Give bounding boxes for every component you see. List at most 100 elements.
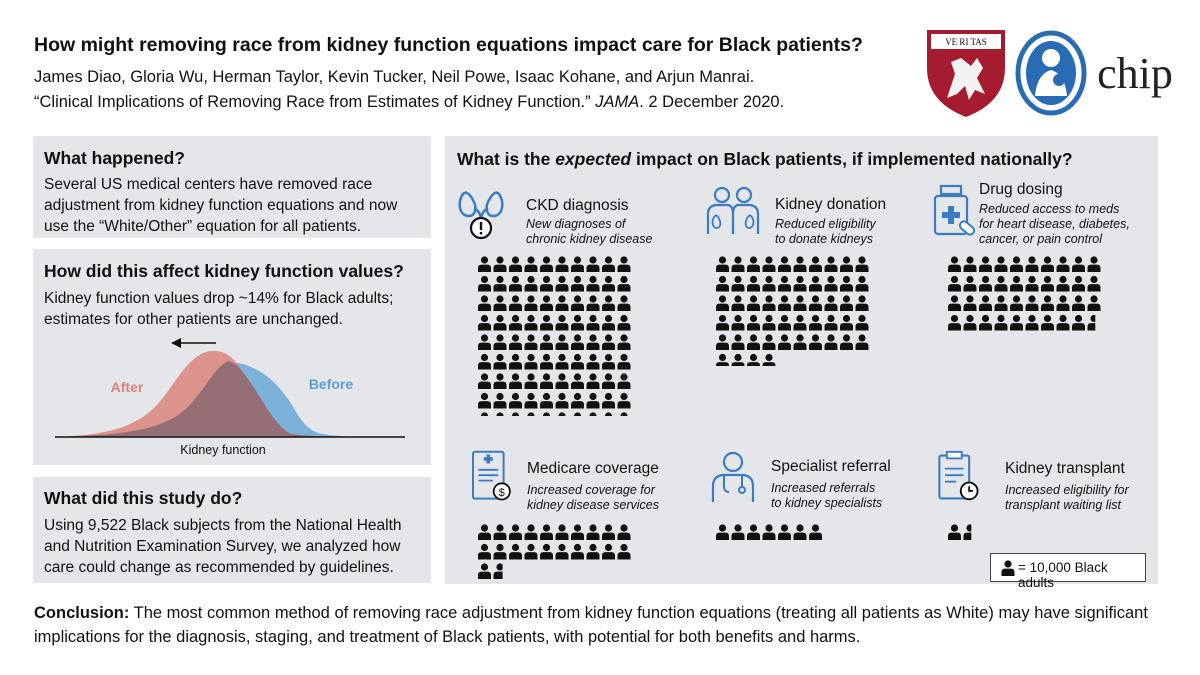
impact-desc-donation: Reduced eligibility to donate kidneys xyxy=(775,217,876,247)
person-icon xyxy=(855,314,869,331)
person-icon xyxy=(855,295,869,311)
person-icon xyxy=(555,353,569,370)
person-icon xyxy=(571,524,584,540)
person-icon xyxy=(747,295,760,311)
impact-heading: What is the expected impact on Black pat… xyxy=(457,149,1073,170)
person-icon xyxy=(1041,295,1054,311)
person-icon xyxy=(555,314,569,331)
chip-logo-text: chip xyxy=(1097,49,1173,98)
veritas-text: VE RI TAS xyxy=(945,37,987,47)
person-icon xyxy=(478,256,491,272)
person-icon xyxy=(1087,275,1101,292)
person-icon xyxy=(1056,275,1070,292)
person-icon xyxy=(509,256,522,272)
person-icon xyxy=(617,373,631,389)
person-icon xyxy=(524,275,538,292)
person-icon xyxy=(963,295,977,311)
person-icon xyxy=(778,524,791,540)
people-grid-specialist xyxy=(716,524,822,540)
what-happened-heading: What happened? xyxy=(44,148,185,168)
person-icon xyxy=(478,524,491,540)
arrow-left-icon xyxy=(171,338,181,348)
person-icon xyxy=(586,524,600,540)
person-icon xyxy=(478,392,491,409)
person-icon xyxy=(493,295,507,311)
impact-title-drug: Drug dosing xyxy=(979,181,1063,198)
x-axis-label: Kidney function xyxy=(180,443,266,457)
person-icon xyxy=(809,256,822,272)
person-icon xyxy=(493,334,507,350)
person-icon xyxy=(731,524,745,540)
donors-icon xyxy=(706,186,760,234)
person-icon xyxy=(793,256,807,272)
person-icon xyxy=(617,524,631,540)
person-icon xyxy=(1056,256,1070,272)
person-icon xyxy=(540,314,553,331)
person-icon xyxy=(586,353,600,370)
person-icon xyxy=(762,295,776,311)
person-icon xyxy=(747,524,760,540)
person-icon xyxy=(555,543,569,560)
person-icon xyxy=(840,314,853,331)
person-icon xyxy=(948,275,961,292)
person-icon xyxy=(793,314,807,331)
study-body: Using 9,522 Black subjects from the Nati… xyxy=(44,517,402,576)
impact-desc-transplant-line1: Increased eligibility for xyxy=(1005,483,1129,497)
person-icon xyxy=(602,334,615,350)
impact-desc-drug-line3: cancer, or pain control xyxy=(979,232,1102,246)
journal-name: JAMA xyxy=(595,93,640,111)
person-icon xyxy=(716,353,729,366)
person-icon xyxy=(524,524,538,540)
person-icon xyxy=(824,275,838,292)
person-icon xyxy=(617,295,631,311)
person-icon xyxy=(478,295,491,311)
person-icon xyxy=(824,314,838,331)
person-icon xyxy=(493,314,507,331)
person-icon xyxy=(778,314,791,331)
impact-title-donation: Kidney donation xyxy=(775,196,887,213)
person-icon xyxy=(555,373,569,389)
person-icon xyxy=(511,412,520,416)
person-icon xyxy=(602,543,615,560)
impact-desc-specialist-line2: to kidney specialists xyxy=(771,496,883,510)
person-icon xyxy=(586,334,600,350)
person-icon xyxy=(509,314,522,331)
person-icon xyxy=(762,314,776,331)
chip-logo: chip xyxy=(1097,49,1173,98)
person-icon xyxy=(948,524,961,540)
person-icon xyxy=(542,412,551,416)
person-icon xyxy=(602,353,615,370)
impact-desc-ckd-line2: chronic kidney disease xyxy=(526,232,653,246)
person-icon xyxy=(855,275,869,292)
person-icon xyxy=(979,256,992,272)
what-happened-body: Several US medical centers have removed … xyxy=(44,176,398,235)
person-icon xyxy=(509,295,522,311)
person-icon xyxy=(963,524,972,540)
person-icon xyxy=(809,275,822,292)
impact-desc-transplant-line2: transplant waiting list xyxy=(1005,498,1122,512)
person-icon xyxy=(555,524,569,540)
person-icon xyxy=(602,275,615,292)
impact-desc-ckd-line1: New diagnoses of xyxy=(526,217,626,231)
person-icon xyxy=(778,256,791,272)
person-icon xyxy=(478,314,491,331)
doctor-icon xyxy=(711,451,755,502)
childrens-hospital-icon xyxy=(1015,30,1087,116)
affect-body: Kidney function values drop ~14% for Bla… xyxy=(44,290,394,328)
people-grid-ckd xyxy=(478,256,631,416)
citation-text: “Clinical Implications of Removing Race … xyxy=(34,93,596,111)
impact-desc-specialist: Increased referrals to kidney specialist… xyxy=(771,481,882,511)
person-icon xyxy=(555,256,569,272)
conclusion-label: Conclusion: xyxy=(34,604,130,622)
person-icon xyxy=(778,334,791,350)
person-icon xyxy=(478,275,491,292)
person-icon xyxy=(493,275,507,292)
person-icon xyxy=(716,295,729,311)
person-icon xyxy=(617,353,631,370)
person-icon xyxy=(963,314,977,331)
insurance-form-icon: $ xyxy=(472,450,511,501)
person-icon xyxy=(493,563,503,579)
person-icon xyxy=(540,524,553,540)
person-icon xyxy=(855,334,869,350)
person-icon xyxy=(1010,275,1023,292)
